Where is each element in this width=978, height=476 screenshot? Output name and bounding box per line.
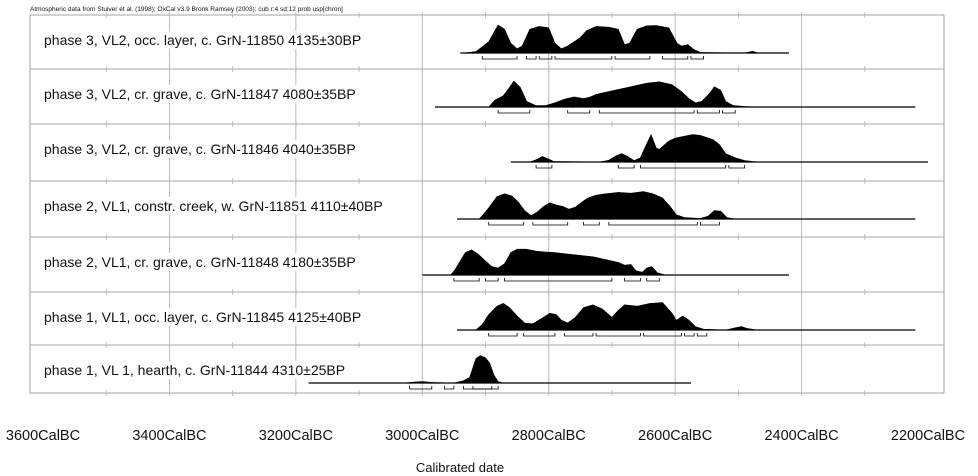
- probability-distribution: [475, 302, 758, 331]
- label-background: [42, 253, 358, 271]
- x-tick-label: 2800CalBC: [512, 428, 586, 444]
- row-label: phase 2, VL1, constr. creek, w. GrN-1185…: [44, 198, 383, 214]
- row-label: phase 3, VL2, cr. grave, c. GrN-11846 40…: [44, 141, 356, 157]
- label-background: [42, 308, 364, 326]
- phase-row: phase 1, VL 1, hearth, c. GrN-11844 4310…: [42, 355, 691, 390]
- range-bracket: [684, 333, 695, 337]
- range-bracket: [728, 165, 746, 169]
- range-bracket: [722, 110, 736, 114]
- probability-distribution: [488, 80, 758, 108]
- range-bracket: [532, 222, 569, 226]
- x-tick-label: 2200CalBC: [891, 428, 965, 444]
- x-tick-label: 2600CalBC: [638, 428, 712, 444]
- row-label: phase 3, VL2, occ. layer, c. GrN-11850 4…: [44, 32, 361, 48]
- range-bracket: [564, 333, 594, 337]
- phase-rows: phase 3, VL2, occ. layer, c. GrN-11850 4…: [42, 24, 928, 390]
- range-bracket: [504, 278, 613, 282]
- label-background: [42, 197, 385, 215]
- phase-row: phase 3, VL2, cr. grave, c. GrN-11846 40…: [42, 133, 928, 169]
- range-bracket: [608, 222, 698, 226]
- probability-distribution: [450, 248, 666, 276]
- x-tick-label: 3000CalBC: [385, 428, 459, 444]
- x-tick-label: 3600CalBC: [6, 428, 80, 444]
- range-bracket: [535, 165, 553, 169]
- label-background: [42, 85, 358, 103]
- range-bracket: [444, 386, 455, 390]
- range-bracket: [488, 333, 518, 337]
- phase-row: phase 2, VL1, constr. creek, w. GrN-1185…: [42, 191, 916, 226]
- range-bracket: [614, 56, 651, 60]
- range-bracket: [598, 110, 695, 114]
- range-bracket: [488, 222, 524, 226]
- range-bracket: [538, 56, 553, 60]
- range-bracket: [497, 110, 531, 114]
- x-axis-title: Calibrated date: [416, 460, 504, 475]
- range-bracket: [700, 222, 720, 226]
- range-bracket: [583, 222, 600, 226]
- plot-frame: [29, 14, 945, 394]
- x-tick-label: 3400CalBC: [132, 428, 206, 444]
- range-bracket: [595, 333, 641, 337]
- range-bracket: [696, 333, 708, 337]
- range-bracket: [526, 56, 537, 60]
- label-background: [42, 31, 364, 49]
- range-bracket: [690, 56, 704, 60]
- phase-row: phase 1, VL1, occ. layer, c. GrN-11845 4…: [42, 302, 916, 337]
- probability-distribution: [478, 191, 736, 220]
- row-label: phase 3, VL2, cr. grave, c. GrN-11847 40…: [44, 86, 356, 102]
- range-bracket: [481, 56, 518, 60]
- label-background: [42, 361, 348, 379]
- phase-row: phase 3, VL2, occ. layer, c. GrN-11850 4…: [42, 24, 789, 60]
- range-bracket: [472, 386, 493, 390]
- probability-distribution: [463, 24, 759, 54]
- range-bracket: [662, 56, 689, 60]
- row-label: phase 1, VL 1, hearth, c. GrN-11844 4310…: [44, 362, 345, 378]
- range-bracket: [643, 333, 682, 337]
- range-bracket: [463, 386, 499, 390]
- x-tick-label: 2400CalBC: [764, 428, 838, 444]
- phase-row: phase 2, VL1, cr. grave, c. GrN-11848 41…: [42, 248, 789, 282]
- row-label: phase 2, VL1, cr. grave, c. GrN-11848 41…: [44, 254, 356, 270]
- range-bracket: [567, 110, 591, 114]
- range-bracket: [409, 386, 433, 390]
- range-bracket: [554, 56, 613, 60]
- range-bracket: [453, 278, 480, 282]
- range-bracket: [696, 110, 720, 114]
- range-bracket: [624, 278, 641, 282]
- range-bracket: [640, 165, 727, 169]
- range-bracket: [485, 278, 499, 282]
- chart-header-note: Atmospheric data from Stuiver et al. (19…: [30, 6, 343, 13]
- range-bracket: [617, 165, 635, 169]
- row-label: phase 1, VL1, occ. layer, c. GrN-11845 4…: [44, 309, 361, 325]
- x-tick-label: 3200CalBC: [259, 428, 333, 444]
- probability-distribution: [403, 355, 504, 384]
- label-background: [42, 140, 358, 158]
- phase-row: phase 3, VL2, cr. grave, c. GrN-11847 40…: [42, 80, 916, 114]
- x-axis-tick-labels: 3600CalBC 3400CalBC 3200CalBC 3000CalBC 2800…: [6, 428, 965, 444]
- range-bracket: [646, 278, 660, 282]
- range-bracket: [523, 333, 556, 337]
- probability-distribution: [529, 133, 758, 163]
